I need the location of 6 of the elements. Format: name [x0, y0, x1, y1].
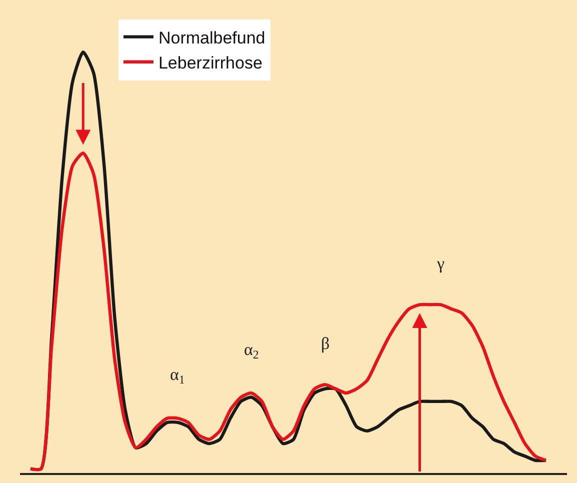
legend-label: Leberzirrhose	[158, 54, 262, 73]
legend-label: Normalbefund	[158, 28, 266, 48]
annotation: γ	[436, 254, 445, 273]
annotation: β	[321, 334, 330, 353]
annotation: α$_{1}$	[170, 365, 185, 387]
annotation: α$_{2}$	[244, 340, 259, 362]
